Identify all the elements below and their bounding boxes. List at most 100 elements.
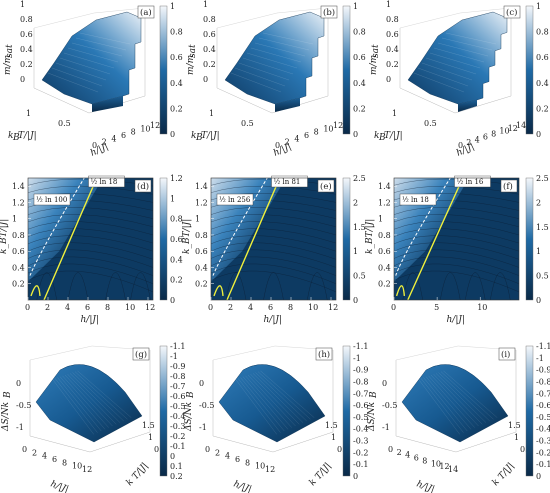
panel-colorbar-tick: -0.7 — [536, 389, 550, 398]
surface-mesh — [413, 72, 465, 93]
entropy-surface — [218, 364, 326, 443]
panel-colorbar-tick: 0.8 — [170, 215, 183, 224]
surface-mesh — [240, 377, 285, 432]
phase-boundary-curve — [30, 177, 98, 301]
surface-mesh — [257, 371, 311, 420]
panel-colorbar — [159, 345, 168, 477]
contour-line — [393, 235, 520, 252]
axes-box — [33, 8, 146, 114]
y-axis-label: k_BT/|J| — [182, 219, 192, 254]
x-tick-label: 10 — [431, 459, 441, 468]
phase-boundary-curve — [395, 177, 464, 301]
panel-colorbar-tick: 2 — [353, 198, 358, 207]
x-tick-label: 6 — [52, 455, 57, 464]
panel-colorbar — [159, 177, 168, 301]
contour-line — [27, 270, 154, 293]
y-axis-label-rest: T/|J| — [201, 131, 220, 141]
surface-mesh — [62, 375, 109, 428]
z-tick-label: -1 — [199, 423, 207, 432]
panel-colorbar-tick: 2.5 — [536, 174, 549, 183]
panel-colorbar-tick: 1 — [536, 2, 541, 11]
y-tick-label: 0.8 — [12, 231, 25, 240]
panel-colorbar-tick: 1.5 — [353, 223, 366, 232]
contour-line — [210, 207, 337, 219]
x-tick-label: 4 — [248, 303, 253, 312]
surface-mesh — [430, 374, 479, 427]
surface-mesh — [246, 52, 298, 69]
panel-label: (f) — [503, 181, 513, 192]
y-tick-label: 0.5 — [241, 119, 254, 128]
contour-lobe — [465, 272, 486, 301]
y-tick-label: 1.2 — [195, 198, 208, 207]
annotation-label: ½ ln 18 — [91, 178, 118, 186]
surface-mesh — [417, 67, 469, 87]
panel-colorbar-tick: -0.7 — [170, 382, 185, 391]
y-tick-label: 1.4 — [378, 182, 391, 191]
panel-colorbar-tick: -0.3 — [170, 422, 185, 431]
y-axis-label-sub: B — [12, 133, 20, 143]
surface-mesh — [258, 37, 310, 51]
y-tick-label: 1 — [195, 215, 200, 224]
contour-lobe — [67, 272, 89, 301]
x-tick-label: 12 — [439, 462, 449, 471]
y-axis-label-rest: T/|J| — [384, 131, 403, 141]
contour-line — [210, 235, 337, 252]
annotation-label: ½ ln 81 — [274, 178, 301, 186]
surface-mesh — [429, 52, 481, 69]
x-tick-label: 10 — [72, 462, 82, 471]
surface-mesh — [75, 37, 127, 51]
y-axis-label-sub: B — [378, 133, 386, 143]
entropy-surface — [401, 364, 509, 443]
panel-colorbar-tick: -0.5 — [353, 413, 368, 422]
contour-line — [393, 207, 520, 219]
x-tick-label: 4 — [42, 452, 47, 461]
y-tick-label: 1 — [209, 109, 214, 118]
surface-mesh — [250, 373, 300, 425]
panel-colorbar-tick: 1.5 — [536, 223, 549, 232]
panel-colorbar-tick: -0.6 — [353, 401, 368, 410]
surface-mesh — [441, 37, 493, 51]
x-tick-label: 0 — [208, 303, 213, 312]
y-tick-label: 1.2 — [378, 198, 391, 207]
contour-line — [27, 235, 154, 252]
surface-mesh — [418, 379, 460, 435]
surface-mesh — [67, 373, 117, 425]
annotation-box — [271, 175, 308, 188]
surface-mesh — [435, 373, 487, 423]
surface-mesh — [64, 374, 113, 427]
z-axis-label: m/m — [186, 55, 196, 75]
panel-colorbar — [525, 177, 534, 301]
y-axis-label: k — [191, 131, 196, 141]
x-axis-label: h/|J| — [232, 479, 253, 493]
panel-colorbar — [342, 177, 351, 301]
x-tick-label: 8 — [245, 458, 250, 467]
contour-line — [393, 221, 520, 236]
x-tick-label: 0 — [205, 445, 210, 454]
contour-line — [393, 263, 520, 284]
panel-colorbar-tick: -0.3 — [536, 437, 550, 446]
z-tick-label: 0 — [382, 379, 387, 388]
z-axis-label-sub: B — [186, 391, 196, 399]
contour-lobe — [402, 272, 423, 301]
contour-line — [393, 242, 520, 260]
contour-line — [393, 256, 520, 276]
z-axis-label-sub: B — [369, 391, 379, 399]
x-tick-label: 8 — [314, 128, 319, 137]
y-tick-label: 0.6 — [12, 247, 25, 256]
panel-colorbar-tick: -1 — [353, 354, 361, 363]
surface-mesh — [57, 377, 102, 432]
surface-mesh — [230, 72, 282, 93]
axes-box-edge — [93, 7, 146, 14]
z-tick-label: 0.6 — [386, 30, 399, 39]
surface-mesh — [252, 373, 304, 423]
panel-label: (e) — [320, 181, 332, 192]
contour-line — [27, 207, 154, 219]
panel-colorbar-tick: 0 — [536, 472, 541, 481]
x-tick-label: 2 — [285, 138, 290, 147]
surface-mesh — [433, 47, 485, 63]
x-tick-label: 14 — [516, 121, 526, 130]
panel-colorbar-tick: 0.4 — [170, 79, 183, 88]
y-tick-label: 1.5 — [325, 421, 338, 430]
